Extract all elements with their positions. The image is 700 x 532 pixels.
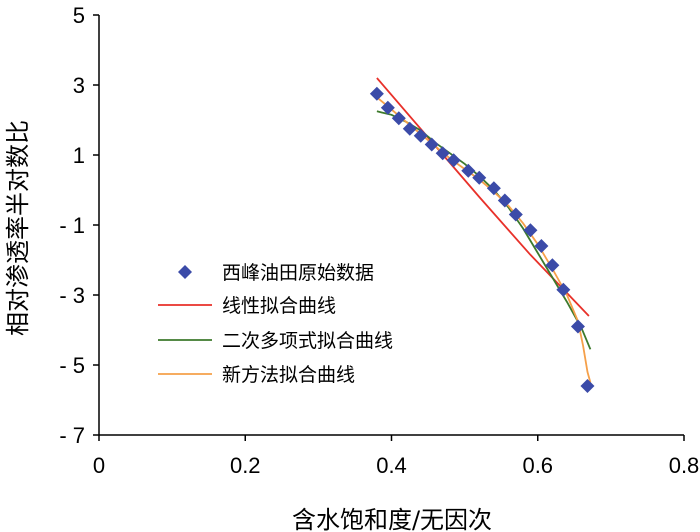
data-point-diamond [570, 319, 585, 334]
legend-label: 线性拟合曲线 [222, 295, 336, 317]
x-tick-label: 0 [93, 453, 105, 478]
data-point-diamond [380, 100, 395, 115]
legend-label: 新方法拟合曲线 [222, 364, 355, 386]
y-tick-label: - 1 [59, 213, 85, 238]
data-point-diamond [435, 146, 450, 161]
x-tick-label: 0.2 [230, 453, 261, 478]
data-point-diamond [461, 163, 476, 178]
legend-label: 西峰油田原始数据 [222, 262, 374, 284]
y-tick-label: - 3 [59, 283, 85, 308]
data-point-diamond [446, 153, 461, 168]
axes [98, 15, 684, 436]
data-point-diamond [523, 223, 538, 238]
data-point-diamond [508, 207, 523, 222]
data-point-diamond [413, 128, 428, 143]
y-tick-label: 1 [73, 143, 85, 168]
series-line-3 [376, 96, 592, 383]
data-point-diamond [545, 258, 560, 273]
data-point-diamond [497, 193, 512, 208]
x-tick-label: 0.6 [522, 453, 553, 478]
data-point-diamond [580, 379, 595, 393]
x-tick-label: 0.4 [376, 453, 407, 478]
data-point-diamond [472, 170, 487, 185]
data-point-diamond [402, 121, 417, 136]
data-point-diamond [556, 282, 571, 297]
y-axis-title: 相对渗透率半对数比 [4, 120, 32, 336]
data-point-diamond [369, 86, 384, 101]
y-tick-label: - 5 [59, 353, 85, 378]
y-tick-label: - 7 [59, 423, 85, 448]
ticks: 5 3 1 - 1 - 3 - 5 - 7 0 0.2 0.4 0.6 0.8 [59, 3, 699, 478]
legend-label: 二次多项式拟合曲线 [222, 330, 393, 352]
x-tick-label: 0.8 [669, 453, 700, 478]
series-line-2 [376, 110, 592, 350]
data-point-diamond [534, 239, 549, 253]
y-tick-label: 5 [73, 3, 85, 28]
x-axis-title: 含水饱和度/无因次 [292, 506, 492, 532]
legend-marker-diamond [178, 265, 192, 279]
data-point-diamond [486, 181, 501, 196]
data-point-diamond [424, 137, 439, 152]
series-line-1 [376, 77, 590, 317]
data-point-diamond [391, 111, 406, 126]
y-tick-label: 3 [73, 73, 85, 98]
plot-area [369, 77, 595, 393]
